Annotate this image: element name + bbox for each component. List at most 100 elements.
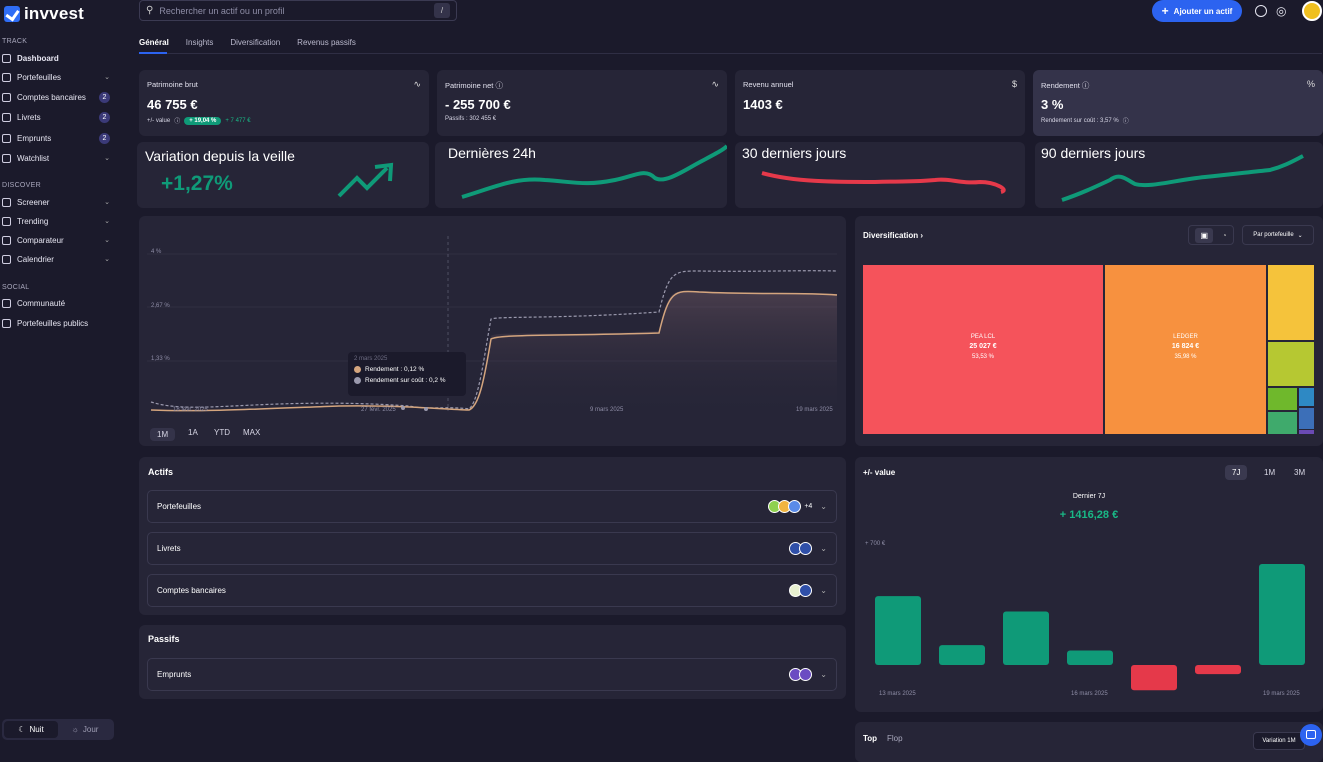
theme-night[interactable]: ☾ Nuit <box>4 721 58 738</box>
tabs: Général Insights Diversification Revenus… <box>139 38 356 47</box>
heart-icon <box>2 153 11 163</box>
chevron-down-icon: ⌄ <box>104 155 110 162</box>
treemap-icon[interactable]: ▣ <box>1195 227 1214 243</box>
pv-bar[interactable] <box>1131 665 1177 691</box>
sidebar-item-portefeuilles-publics[interactable]: Portefeuilles publics <box>2 315 110 331</box>
help-icon[interactable] <box>1255 5 1267 17</box>
pie-icon[interactable]: ◔ <box>1221 230 1227 240</box>
theme-toggle[interactable]: ☾ Nuit ☼ Jour <box>2 719 114 740</box>
sidebar-item-label: Livrets <box>17 112 41 122</box>
sidebar-item-communaut-[interactable]: Communauté <box>2 295 110 311</box>
info-icon: ⓘ <box>1122 119 1129 125</box>
pv-range-7j[interactable]: 7J <box>1225 465 1248 480</box>
logo[interactable]: invvest <box>4 4 84 24</box>
avatar[interactable] <box>1302 1 1322 21</box>
sidebar-item-emprunts[interactable]: Emprunts 2 <box>2 130 110 146</box>
tab-general[interactable]: Général <box>139 38 169 47</box>
chevron-down-icon: ⌄ <box>820 502 827 511</box>
spark-24h-line <box>461 144 727 199</box>
activity-icon: ∿ <box>711 79 719 89</box>
tab-top[interactable]: Top <box>863 734 878 743</box>
chevron-down-icon: ⌄ <box>104 74 110 81</box>
pv-bar[interactable] <box>1003 611 1049 665</box>
kpi-title: Revenu annuel <box>743 80 794 89</box>
chevron-down-icon: ⌄ <box>820 670 827 679</box>
actifs-row-comptes-bancaires[interactable]: Comptes bancaires ⌄ <box>147 574 837 607</box>
treemap-tile-pea-lcl[interactable]: PEA LCL 25 027 € 53,53 % <box>863 265 1103 434</box>
treemap-tile[interactable] <box>1299 408 1314 429</box>
kpi-revenu-annuel[interactable]: Revenu annuel $ 1403 € <box>735 70 1025 136</box>
kpi-sub: Rendement sur coût : 3,57 % ⓘ <box>1041 117 1129 126</box>
kpi-patrimoine-brut[interactable]: Patrimoine brut ∿ 46 755 € +/- value ⓘ + 1… <box>139 70 429 136</box>
tab-insights[interactable]: Insights <box>185 38 214 47</box>
variation-card: Variation depuis la veille +1,27% <box>137 142 429 208</box>
eye-icon[interactable]: ◎ <box>1276 4 1287 18</box>
search-input[interactable]: ⚲ Rechercher un actif ou un profil / <box>139 0 457 21</box>
tab-underline <box>139 52 167 54</box>
actifs-row-livrets[interactable]: Livrets ⌄ <box>147 532 837 565</box>
diversification-title[interactable]: Diversification › <box>863 231 924 240</box>
trend-up-icon <box>337 162 394 198</box>
sidebar-item-livrets[interactable]: Livrets 2 <box>2 109 110 125</box>
treemap-tile[interactable] <box>1268 342 1314 386</box>
sidebar-item-dashboard[interactable]: Dashboard <box>2 50 110 66</box>
sidebar-item-comparateur[interactable]: Comparateur ⌄ <box>2 232 110 248</box>
topflop-card: Top Flop Variation 1M <box>855 722 1323 762</box>
sidebar-item-label: Comptes bancaires <box>17 92 86 102</box>
kpi-rendement[interactable]: Rendement ⓘ % 3 % Rendement sur coût : 3… <box>1033 70 1323 136</box>
spark-90d-card: 90 derniers jours <box>1035 142 1323 208</box>
add-asset-button[interactable]: + Ajouter un actif <box>1152 0 1242 22</box>
x-tick: 13 mars 2025 <box>879 691 916 697</box>
pv-range-3m[interactable]: 3M <box>1294 468 1306 477</box>
sidebar-item-trending[interactable]: Trending ⌄ <box>2 213 110 229</box>
x-tick: 27 févr. 2025 <box>361 407 396 413</box>
pv-bar[interactable] <box>939 645 985 665</box>
kpi-patrimoine-net[interactable]: Patrimoine net ⓘ ∿ - 255 700 € Passifs :… <box>437 70 727 136</box>
flame-icon <box>2 216 11 226</box>
diversification-card: Diversification › ▣ ◔ Par portefeuille ⌄ … <box>855 216 1323 446</box>
group-by-select[interactable]: Par portefeuille ⌄ <box>1242 225 1314 245</box>
chevron-down-icon: ⌄ <box>820 586 827 595</box>
theme-day[interactable]: ☼ Jour <box>71 725 99 734</box>
range-ytd[interactable]: YTD <box>214 428 230 437</box>
sidebar-item-watchlist[interactable]: Watchlist ⌄ <box>2 150 110 166</box>
pv-range-1m[interactable]: 1M <box>1264 468 1276 477</box>
actifs-row-portefeuilles[interactable]: Portefeuilles +4 ⌄ <box>147 490 837 523</box>
view-toggle[interactable]: ▣ ◔ <box>1188 225 1234 245</box>
tab-revenus-passifs[interactable]: Revenus passifs <box>297 38 356 47</box>
tab-diversification[interactable]: Diversification <box>230 38 281 47</box>
sidebar-item-label: Portefeuilles publics <box>17 318 89 328</box>
range-1a[interactable]: 1A <box>188 428 198 437</box>
pv-bar[interactable] <box>1067 650 1113 665</box>
account-logo <box>799 542 813 555</box>
y-tick: 2,67 % <box>151 303 170 309</box>
treemap-tile[interactable] <box>1268 265 1314 340</box>
treemap-tile-ledger[interactable]: LEDGER 16 824 € 35,98 % <box>1105 265 1266 434</box>
sidebar-item-calendrier[interactable]: Calendrier ⌄ <box>2 251 110 267</box>
pv-bar[interactable] <box>1259 564 1305 665</box>
chat-button[interactable] <box>1300 724 1322 746</box>
actifs-card: Actifs Portefeuilles +4 ⌄ Livrets ⌄ Comp… <box>139 457 846 615</box>
passifs-row-emprunts[interactable]: Emprunts ⌄ <box>147 658 837 691</box>
calendar-icon <box>2 254 11 264</box>
range-max[interactable]: MAX <box>243 428 261 437</box>
tab-flop[interactable]: Flop <box>887 734 903 743</box>
chevron-down-icon: ⌄ <box>1297 232 1303 239</box>
sidebar-item-comptes-bancaires[interactable]: Comptes bancaires 2 <box>2 89 110 105</box>
pv-bar[interactable] <box>875 596 921 665</box>
treemap-tile[interactable] <box>1299 430 1314 434</box>
sidebar-item-portefeuilles[interactable]: Portefeuilles ⌄ <box>2 69 110 85</box>
range-1m[interactable]: 1M <box>150 428 176 441</box>
performance-chart-card: 4 % 2,67 % 1,33 % 18 févr. 2025 27 févr.… <box>139 216 846 446</box>
treemap-tile[interactable] <box>1299 388 1314 406</box>
y-tick: 1,33 % <box>151 356 170 362</box>
sidebar-item-screener[interactable]: Screener ⌄ <box>2 194 110 210</box>
pv-bar[interactable] <box>1195 665 1241 675</box>
treemap-tile[interactable] <box>1268 412 1297 434</box>
variation-select[interactable]: Variation 1M <box>1253 732 1305 750</box>
sidebar-item-label: Dashboard <box>17 53 59 63</box>
kpi-value: 1403 € <box>743 97 783 112</box>
treemap-tile[interactable] <box>1268 388 1297 410</box>
pv-title: +/- value <box>863 468 896 477</box>
plus-icon: + <box>1161 4 1169 18</box>
